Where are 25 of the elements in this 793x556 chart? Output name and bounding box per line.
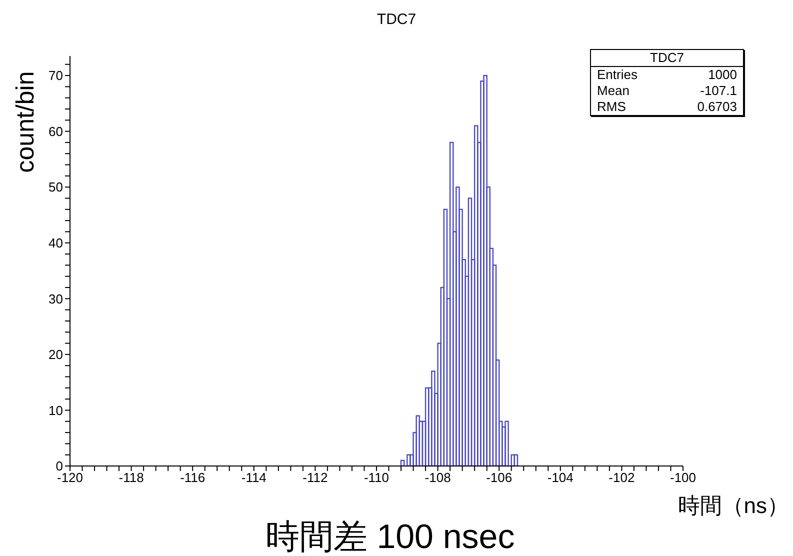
text: Mean -107.1 <box>597 83 737 98</box>
x-tick-label: -106 <box>486 470 512 486</box>
x-tick-label: -104 <box>547 470 574 486</box>
x-tick-label: -102 <box>608 470 635 486</box>
x-tick-label: -108 <box>424 470 451 486</box>
x-tick-label: -112 <box>302 470 328 486</box>
y-tick-label: 60 <box>48 124 63 139</box>
y-tick-label: 20 <box>48 347 63 362</box>
x-tick-label: -116 <box>180 470 206 486</box>
x-tick-label: -118 <box>118 470 144 486</box>
y-tick-label: 40 <box>48 235 63 250</box>
text: 時間差 100 nsec <box>265 518 515 556</box>
y-tick-label: 10 <box>48 402 63 418</box>
x-tick-label: -110 <box>364 470 390 486</box>
x-tick-label: -114 <box>241 470 266 486</box>
y-tick-label: 50 <box>48 180 63 195</box>
y-tick-label: 30 <box>48 291 63 306</box>
annotation: TDC7 <box>591 50 743 67</box>
text: RMS 0.6703 <box>597 99 737 114</box>
x-tick-label: -100 <box>670 470 696 486</box>
y-tick-label: 70 <box>48 68 63 84</box>
text: Entries 1000 <box>597 67 737 82</box>
x-axis-title: 時間（ns） <box>678 492 789 520</box>
y-axis-title: count/bin <box>12 71 40 173</box>
chart-title: TDC7 <box>376 11 418 28</box>
